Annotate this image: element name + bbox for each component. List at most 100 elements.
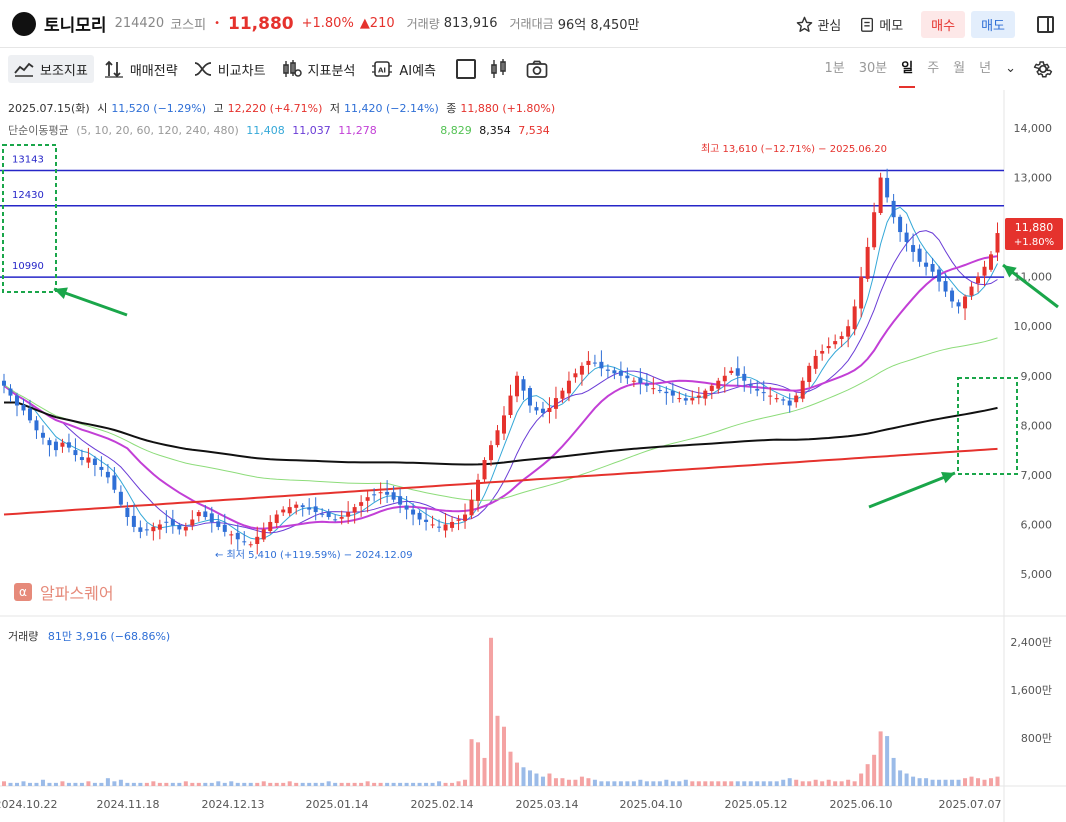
candle-body bbox=[235, 532, 240, 540]
current-price-badge bbox=[1005, 218, 1063, 250]
candle-body bbox=[878, 177, 883, 214]
candle-body bbox=[599, 361, 604, 369]
period-1min[interactable]: 1분 bbox=[824, 61, 845, 76]
candle-body bbox=[885, 177, 890, 198]
volume-bar bbox=[294, 782, 299, 786]
change-absolute: ▲210 bbox=[359, 16, 395, 31]
candle-body bbox=[820, 351, 825, 354]
candle-body bbox=[891, 200, 896, 218]
volume-bar bbox=[696, 781, 701, 786]
side-panel-toggle-icon[interactable] bbox=[1037, 15, 1054, 33]
candle-body bbox=[495, 430, 500, 446]
period-year[interactable]: 년 bbox=[979, 61, 992, 76]
candle-type-button[interactable] bbox=[490, 55, 514, 83]
candle-body bbox=[716, 380, 721, 389]
screenshot-button[interactable] bbox=[526, 55, 554, 83]
candle-body bbox=[385, 491, 390, 495]
volume-bar bbox=[235, 782, 240, 786]
volume-bar bbox=[255, 782, 260, 786]
volume-bar bbox=[73, 782, 78, 786]
volume-bar bbox=[521, 767, 526, 786]
market-label: 코스피 bbox=[170, 18, 207, 33]
ohlc-legend: 2025.07.15(화) 시 11,520 (−1.29%) 고 12,220 (… bbox=[8, 102, 556, 115]
watch-button[interactable]: 관심 bbox=[796, 15, 841, 34]
volume-bar bbox=[534, 773, 539, 786]
period-30min[interactable]: 30분 bbox=[858, 61, 888, 76]
volume-bar bbox=[118, 779, 123, 786]
volume-bar bbox=[735, 781, 740, 786]
volume-bar bbox=[976, 778, 981, 786]
candle-body bbox=[963, 296, 968, 309]
indicators-button[interactable]: 보조지표 bbox=[8, 55, 94, 83]
candle-body bbox=[105, 471, 110, 478]
buy-button[interactable]: 매수 bbox=[921, 10, 966, 38]
volume-bar bbox=[79, 782, 84, 786]
volume-bar bbox=[729, 781, 734, 786]
candle-body bbox=[411, 509, 416, 515]
price-tick-label: 13,000 bbox=[1014, 172, 1053, 185]
candle-body bbox=[170, 519, 175, 526]
sell-button[interactable]: 매도 bbox=[971, 10, 1015, 38]
volume-bar bbox=[482, 757, 487, 786]
volume-bar bbox=[833, 781, 838, 786]
candle-body bbox=[320, 513, 325, 515]
volume-bar bbox=[333, 782, 338, 786]
candle-body bbox=[183, 526, 188, 531]
stock-name[interactable]: 토니모리 bbox=[44, 16, 107, 36]
volume-bar bbox=[703, 781, 708, 786]
period-more-chevron-icon[interactable]: ⌄ bbox=[1005, 61, 1016, 76]
analysis-button[interactable]: 지표분석 bbox=[276, 55, 362, 83]
volume-bar bbox=[625, 781, 630, 786]
gear-icon[interactable] bbox=[1032, 58, 1054, 80]
candle-body bbox=[768, 395, 773, 397]
candle-body bbox=[456, 519, 461, 521]
candle-body bbox=[605, 369, 610, 371]
candle-body bbox=[21, 404, 26, 411]
candle-body bbox=[989, 254, 994, 270]
volume-bar bbox=[631, 781, 636, 786]
moving-average-line bbox=[3, 337, 998, 501]
candle-body bbox=[807, 365, 812, 383]
draw-square-icon[interactable] bbox=[456, 59, 477, 79]
company-logo bbox=[12, 11, 36, 36]
market-status-dot: • bbox=[214, 18, 220, 29]
volume-bar bbox=[989, 778, 994, 786]
period-day[interactable]: 일 bbox=[899, 49, 916, 89]
compare-button[interactable]: 비교차트 bbox=[188, 55, 272, 83]
candle-body bbox=[300, 505, 305, 508]
green-arrow-shaft bbox=[53, 287, 128, 317]
candle-body bbox=[826, 346, 831, 349]
candle-body bbox=[190, 519, 195, 526]
period-week[interactable]: 주 bbox=[927, 61, 940, 76]
volume-bar bbox=[722, 781, 727, 786]
candle-body bbox=[677, 398, 682, 400]
memo-button[interactable]: 메모 bbox=[859, 15, 903, 34]
candle-body bbox=[450, 521, 455, 528]
candle-body bbox=[86, 457, 91, 463]
candle-body bbox=[612, 370, 617, 374]
volume-bar bbox=[14, 782, 19, 786]
volume-bar bbox=[404, 782, 409, 786]
volume-bar bbox=[125, 782, 130, 786]
candle-body bbox=[651, 388, 656, 390]
candle-body bbox=[79, 457, 84, 461]
strategy-button[interactable]: 매매전략 bbox=[98, 55, 184, 83]
date-tick-label: 2025.07.07 bbox=[939, 798, 1002, 811]
candle-body bbox=[40, 432, 45, 438]
candle-body bbox=[508, 395, 513, 416]
volume-bar bbox=[2, 781, 6, 786]
current-price: 11,880 bbox=[228, 13, 294, 34]
candle-body bbox=[852, 306, 857, 330]
price-tick-label: 6,000 bbox=[1021, 518, 1053, 531]
volume-bar bbox=[183, 781, 188, 786]
candle-body bbox=[755, 388, 760, 391]
candle-body bbox=[196, 512, 201, 517]
period-month[interactable]: 월 bbox=[953, 61, 966, 76]
volume-bar bbox=[502, 726, 506, 786]
moving-average-line bbox=[3, 447, 998, 516]
candle-body bbox=[424, 519, 429, 522]
ai-predict-button[interactable]: AI AI예측 bbox=[365, 55, 442, 83]
volume-bar bbox=[8, 782, 13, 786]
